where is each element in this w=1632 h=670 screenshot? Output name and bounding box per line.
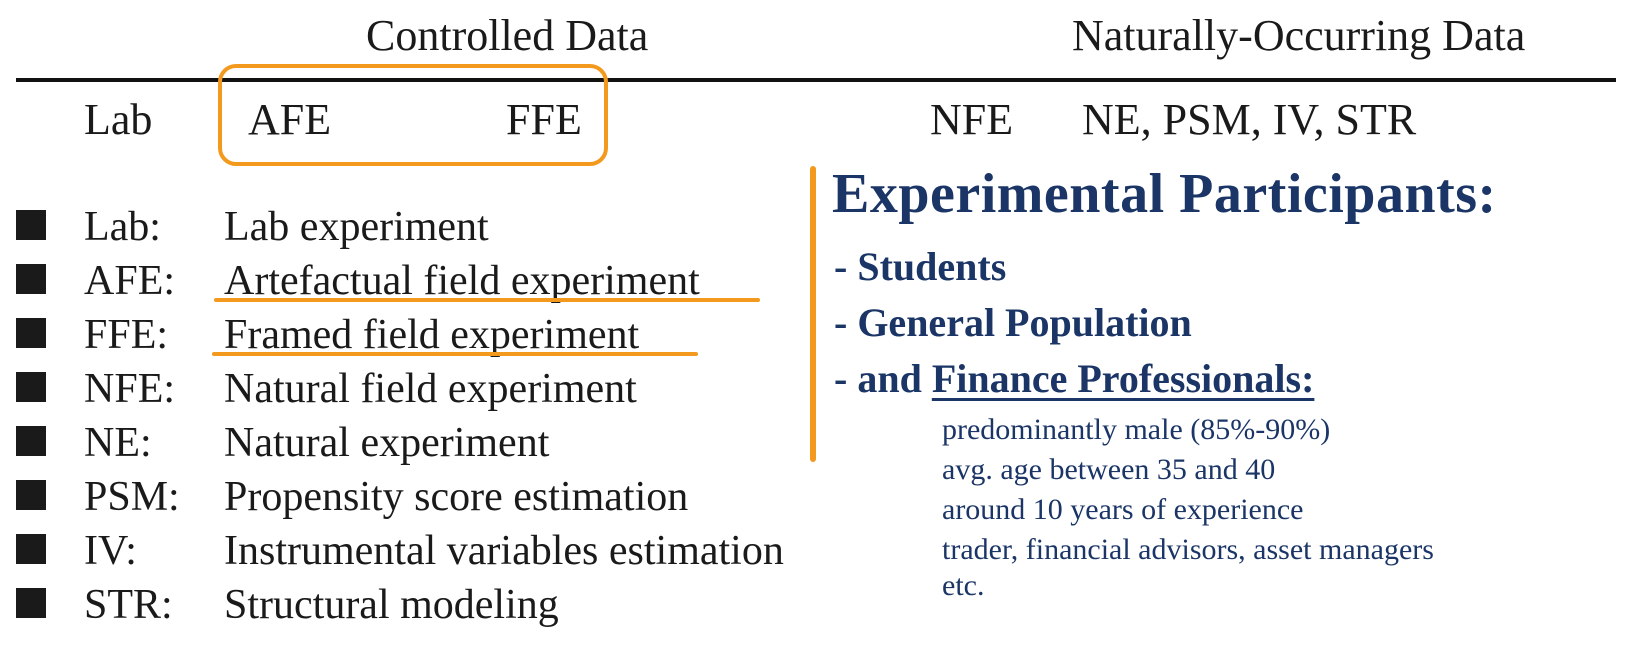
bullet-square-icon	[16, 426, 46, 456]
participant-item: - Students	[834, 244, 1006, 290]
definition-abbr: Lab:	[84, 204, 161, 250]
bullet-square-icon	[16, 534, 46, 564]
category-nfe: NFE	[930, 96, 1013, 144]
definition-abbr: NFE:	[84, 366, 175, 412]
participant-detail: trader, financial advisors, asset manage…	[942, 530, 1434, 570]
bullet-square-icon	[16, 264, 46, 294]
definition-abbr: STR:	[84, 582, 173, 628]
participants-title: Experimental Participants:	[832, 164, 1497, 224]
participant-detail: predominantly male (85%-90%)	[942, 410, 1330, 450]
ffe-underline	[212, 352, 698, 356]
controlled-data-heading: Controlled Data	[366, 12, 648, 60]
definition-desc: Propensity score estimation	[224, 474, 688, 520]
category-lab: Lab	[84, 96, 152, 144]
definition-abbr: IV:	[84, 528, 137, 574]
participant-detail: etc.	[942, 566, 984, 606]
definition-desc: Natural experiment	[224, 420, 549, 466]
definition-desc: Lab experiment	[224, 204, 489, 250]
bullet-square-icon	[16, 588, 46, 618]
participant-item-prefix: - and	[834, 356, 932, 401]
participant-item-finance: - and Finance Professionals:	[834, 356, 1314, 402]
bullet-square-icon	[16, 318, 46, 348]
participant-detail: avg. age between 35 and 40	[942, 450, 1275, 490]
definition-abbr: NE:	[84, 420, 152, 466]
definition-abbr: PSM:	[84, 474, 180, 520]
definition-desc: Instrumental variables estimation	[224, 528, 784, 574]
definition-abbr: FFE:	[84, 312, 168, 358]
participant-detail: around 10 years of experience	[942, 490, 1304, 530]
afe-underline	[214, 298, 760, 302]
finance-professionals-label: Finance Professionals:	[932, 356, 1315, 401]
naturally-occurring-data-heading: Naturally-Occurring Data	[1072, 12, 1525, 60]
definition-desc: Structural modeling	[224, 582, 559, 628]
bullet-square-icon	[16, 372, 46, 402]
afe-ffe-highlight-box	[218, 64, 608, 166]
definition-desc: Natural field experiment	[224, 366, 637, 412]
definition-abbr: AFE:	[84, 258, 175, 304]
participant-item: - General Population	[834, 300, 1192, 346]
category-ne-psm-iv-str: NE, PSM, IV, STR	[1082, 96, 1416, 144]
participants-divider	[810, 166, 816, 462]
bullet-square-icon	[16, 480, 46, 510]
bullet-square-icon	[16, 210, 46, 240]
